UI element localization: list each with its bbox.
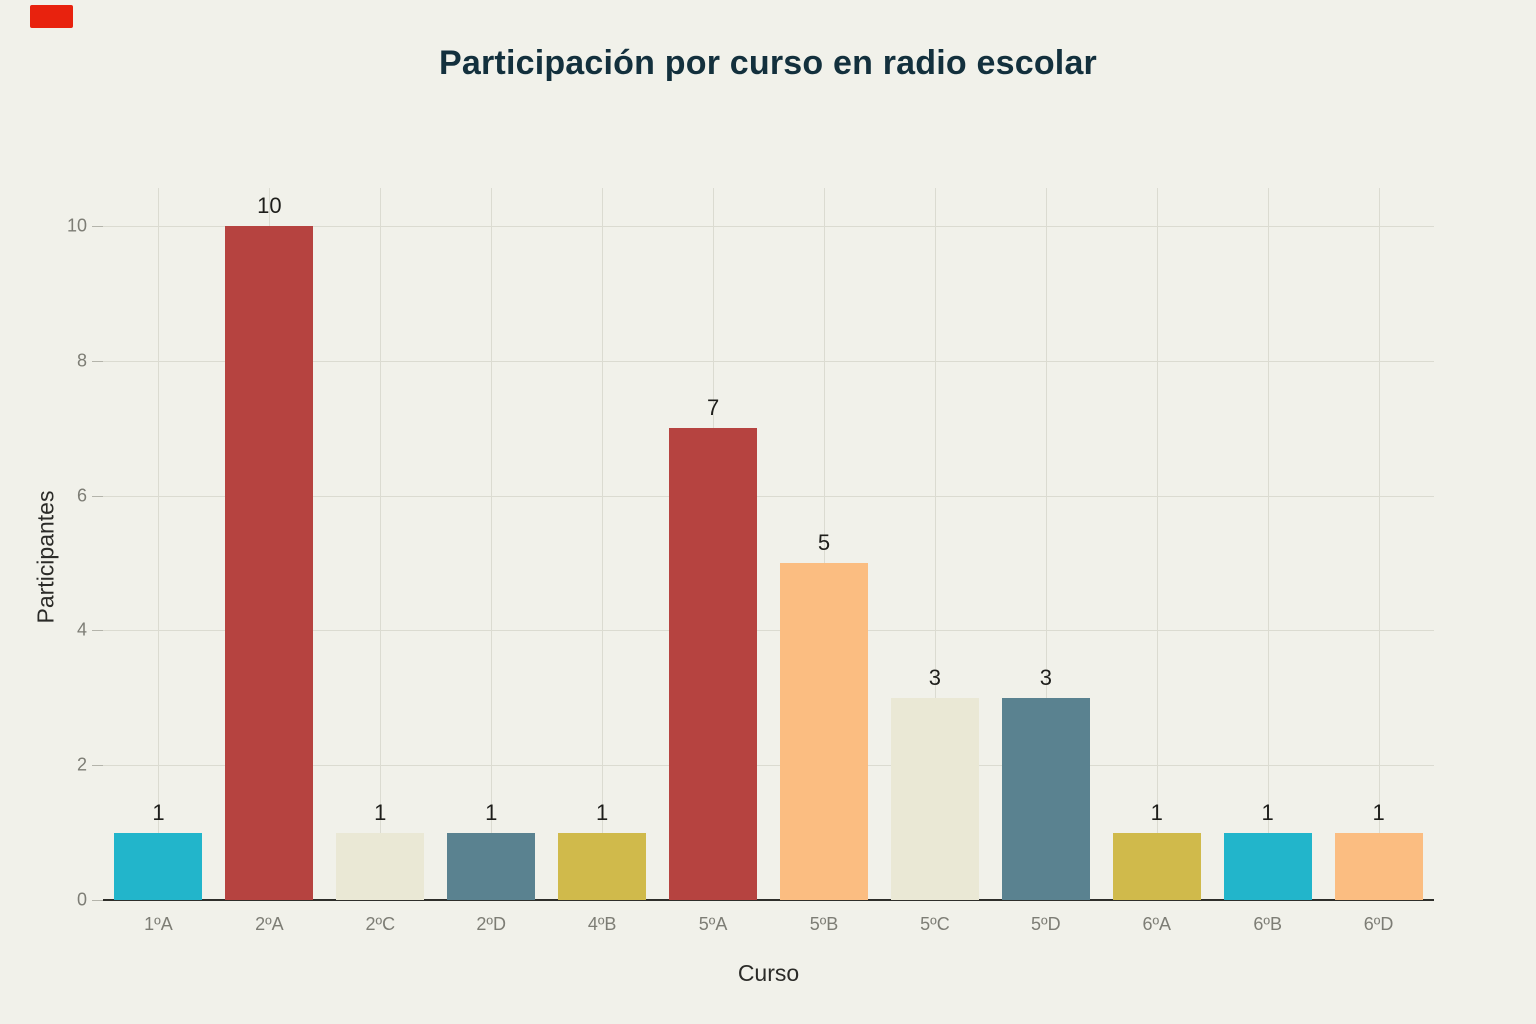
bar-4ºB[interactable] [558,832,647,900]
y-tick-label: 4 [76,619,87,640]
y-gridline [103,765,1434,767]
bar-value-label: 1 [152,799,165,825]
chart-title: Participación por curso en radio escolar [439,44,1097,82]
category-slot: 3 5ºD [990,188,1101,934]
x-tick-label: 5ºC [920,914,950,934]
category-slot: 7 5ºA [658,188,769,934]
y-tick-label: 0 [76,889,87,910]
y-axis-title: Participantes [32,490,59,624]
bar-5ºA[interactable] [669,428,758,900]
x-tick-label: 6ºB [1253,914,1282,934]
plot-area: 0 2 4 6 8 10 1 1ºA 10 2ºA 1 2ºC 1 2ºD 1 4ºB 7 5ºA 5 5ºB 3 5º… [67,188,1434,934]
y-tick-label: 10 [66,215,87,236]
y-tick-mark [92,630,103,632]
y-tick-label: 6 [76,485,87,506]
bar-1ºA[interactable] [114,832,203,900]
y-gridline [103,495,1434,497]
y-tick-mark [92,495,103,497]
y-gridline [103,360,1434,362]
x-tick-label: 1ºA [144,914,173,934]
bar-value-label: 1 [374,799,387,825]
bar-5ºD[interactable] [1001,697,1090,900]
category-slot: 1 1ºA [103,188,214,934]
y-tick-label: 8 [76,350,87,371]
y-gridline [103,630,1434,632]
x-tick-label: 6ºA [1142,914,1172,934]
x-tick-label: 2ºA [255,914,284,934]
bar-value-label: 3 [928,664,942,690]
bar-6ºA[interactable] [1112,832,1201,900]
bar-value-label: 1 [1261,799,1274,825]
y-tick-label: 2 [76,754,87,775]
category-slot: 3 5ºC [879,188,990,934]
bar-5ºC[interactable] [890,697,979,900]
bar-value-label: 1 [1372,799,1385,825]
x-gridline [934,188,936,900]
x-gridline [491,188,493,900]
bar-value-label: 1 [485,799,498,825]
category-slot: 5 5ºB [769,188,880,934]
x-gridline [1156,188,1158,900]
x-tick-label: 2ºD [476,914,507,934]
x-tick-label: 2ºC [365,914,396,934]
bar-6ºB[interactable] [1223,832,1312,900]
x-tick-label: 6ºD [1363,914,1394,934]
category-slot: 1 2ºD [436,188,547,934]
bar-2ºC[interactable] [336,832,425,900]
bar-value-label: 7 [706,395,720,421]
x-gridline [158,188,160,900]
bar-value-label: 1 [596,799,609,825]
x-gridline [602,188,604,900]
category-slot: 1 4ºB [547,188,658,934]
bar-value-label: 5 [817,530,831,555]
y-tick-mark [92,360,103,362]
x-axis-line [103,899,1434,901]
y-gridline [103,226,1434,227]
bar-value-label: 10 [257,193,282,218]
x-tick-label: 5ºA [698,914,728,934]
category-slot: 1 6ºD [1323,188,1434,934]
recording-indicator [30,5,73,28]
category-slots: 1 1ºA 10 2ºA 1 2ºC 1 2ºD 1 4ºB 7 5ºA 5 5ºB 3 5ºC 3 5ºD 1 6º… [103,188,1434,934]
category-slot: 10 2ºA [214,188,325,934]
x-gridline [1378,188,1380,900]
bar-value-label: 1 [1150,799,1163,825]
category-slot: 1 2ºC [325,188,436,934]
category-slot: 1 6ºB [1212,188,1323,934]
y-tick-mark [92,226,103,227]
bar-value-label: 3 [1039,664,1052,690]
x-gridline [823,188,825,900]
x-gridline [1045,188,1047,900]
x-tick-label: 5ºD [1031,914,1061,934]
y-tick-mark [92,765,103,767]
category-slot: 1 6ºA [1101,188,1212,934]
x-tick-label: 5ºB [809,914,839,934]
bar-6ºD[interactable] [1334,832,1423,900]
x-axis-title: Curso [737,960,800,986]
bar-2ºD[interactable] [447,832,536,900]
x-gridline [380,188,382,900]
y-tick-mark [92,900,103,901]
x-tick-label: 4ºB [587,914,617,934]
bar-2ºA[interactable] [225,226,314,900]
x-gridline [1267,188,1269,900]
bar-5ºB[interactable] [779,563,868,900]
